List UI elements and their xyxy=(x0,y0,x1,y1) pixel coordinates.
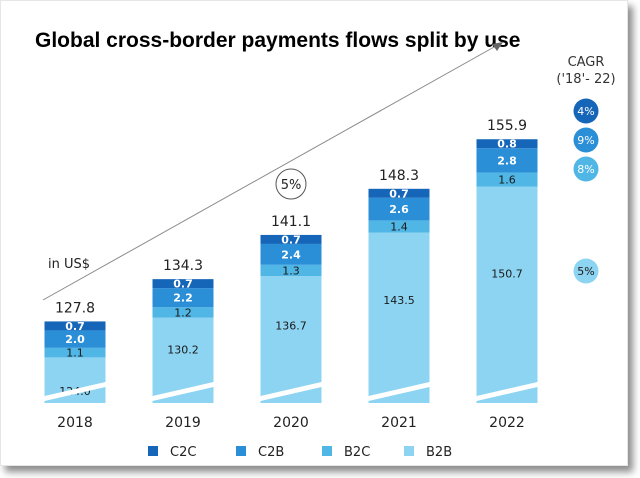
bars: 124.01.12.00.7127.82018130.21.22.20.7134… xyxy=(44,118,538,431)
value-label-b2c-2018: 1.1 xyxy=(66,347,84,360)
bar-b2c-2020 xyxy=(260,264,322,277)
bar-c2c-2021 xyxy=(368,188,430,198)
bar-b2c-2021 xyxy=(368,220,430,233)
legend-swatch-c2b xyxy=(236,446,246,456)
value-label-b2b-2022: 150.7 xyxy=(491,267,523,280)
cagr-value-b2b: 5% xyxy=(577,265,594,278)
value-label-b2c-2021: 1.4 xyxy=(390,221,408,234)
bar-b2c-2022 xyxy=(476,172,538,187)
bar-b2c-2018 xyxy=(44,347,106,358)
cagr-value-c2b: 9% xyxy=(577,134,594,147)
value-label-c2c-2019: 0.7 xyxy=(173,278,193,291)
legend-label-c2c: C2C xyxy=(170,445,196,460)
cagr-header-line2: ('18'- 22) xyxy=(556,72,615,87)
value-label-c2b-2021: 2.6 xyxy=(389,203,409,216)
cagr-value-c2c: 4% xyxy=(577,105,594,118)
bar-c2c-2020 xyxy=(260,234,322,244)
legend-swatch-b2c xyxy=(322,446,332,456)
axis-break-2018 xyxy=(44,382,106,401)
legend-label-c2b: C2B xyxy=(258,445,284,460)
x-tick-label-2020: 2020 xyxy=(273,415,309,431)
bar-c2c-2022 xyxy=(476,139,538,149)
total-label-2019: 134.3 xyxy=(163,258,203,274)
bar-b2b-2022 xyxy=(476,186,538,403)
bar-c2b-2022 xyxy=(476,148,538,173)
value-label-b2b-2021: 143.5 xyxy=(383,294,415,307)
x-tick-label-2019: 2019 xyxy=(165,415,201,431)
value-label-b2c-2020: 1.3 xyxy=(282,264,300,277)
x-tick-label-2022: 2022 xyxy=(489,415,525,431)
bar-c2b-2021 xyxy=(368,197,430,221)
axis-break-2020 xyxy=(260,382,322,401)
cagr-badge-c2c xyxy=(573,98,599,124)
total-label-2021: 148.3 xyxy=(379,168,419,184)
value-label-c2c-2022: 0.8 xyxy=(497,138,517,151)
cagr-value-b2c: 8% xyxy=(577,163,594,176)
bar-b2b-2020 xyxy=(260,276,322,403)
value-label-b2b-2020: 136.7 xyxy=(275,319,307,332)
legend: C2C C2B B2C B2B xyxy=(148,445,452,460)
unit-label: in US$ xyxy=(48,257,90,272)
total-label-2022: 155.9 xyxy=(487,118,527,134)
growth-rate-circle xyxy=(275,168,307,200)
bar-c2b-2019 xyxy=(152,288,214,308)
legend-label-b2b: B2B xyxy=(426,445,452,460)
value-label-b2c-2019: 1.2 xyxy=(174,307,192,320)
chart-title: Global cross-border payments flows split… xyxy=(35,29,520,52)
cagr-badge-b2b xyxy=(573,258,599,284)
bar-c2b-2020 xyxy=(260,243,322,265)
value-label-b2c-2022: 1.6 xyxy=(498,174,516,187)
value-label-c2c-2020: 0.7 xyxy=(281,233,301,246)
value-label-c2c-2018: 0.7 xyxy=(65,320,85,333)
growth-trend-arrowhead xyxy=(492,42,503,51)
bar-c2b-2018 xyxy=(44,330,106,348)
bar-c2c-2018 xyxy=(44,321,106,331)
growth-trend: 5% xyxy=(42,41,504,301)
value-label-c2b-2022: 2.8 xyxy=(497,154,517,167)
x-tick-label-2021: 2021 xyxy=(381,415,417,431)
total-label-2018: 127.8 xyxy=(55,300,95,316)
cagr-badges: 5% 8% 9% 4% xyxy=(573,98,599,284)
value-label-c2b-2019: 2.2 xyxy=(173,292,193,305)
value-label-b2b-2019: 130.2 xyxy=(167,344,199,357)
legend-swatch-b2b xyxy=(404,446,414,456)
growth-trend-line xyxy=(42,41,504,301)
total-label-2020: 141.1 xyxy=(271,214,311,230)
cagr-badge-c2b xyxy=(573,127,599,153)
axis-break-2019 xyxy=(152,382,214,401)
cagr-header-line1: CAGR xyxy=(568,55,605,70)
bar-b2b-2021 xyxy=(368,232,430,403)
x-tick-label-2018: 2018 xyxy=(57,415,93,431)
legend-label-b2c: B2C xyxy=(344,445,370,460)
axis-break-2022 xyxy=(476,382,538,401)
cagr-badge-b2c xyxy=(573,156,599,182)
bar-b2c-2019 xyxy=(152,307,214,318)
bar-c2c-2019 xyxy=(152,279,214,289)
value-label-c2b-2018: 2.0 xyxy=(65,333,85,346)
legend-swatch-c2c xyxy=(148,446,158,456)
growth-rate-label: 5% xyxy=(281,178,302,193)
value-label-c2b-2020: 2.4 xyxy=(281,248,301,261)
value-label-c2c-2021: 0.7 xyxy=(389,187,409,200)
axis-break-2021 xyxy=(368,382,430,401)
